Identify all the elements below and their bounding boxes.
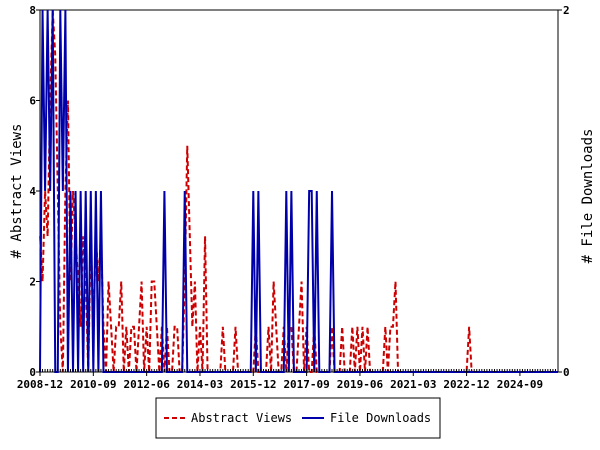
x-axis-ticks: 2008-12 2010-09 2012-06 2014-03 2015-12 2017-… (17, 369, 559, 391)
x-tick-label: 2010-09 (70, 378, 116, 391)
y-left-tick-label: 2 (29, 276, 36, 289)
legend: Abstract Views File Downloads (155, 397, 441, 439)
y-right-tick-label: 0 (563, 366, 570, 379)
x-tick-label: 2008-12 (17, 378, 63, 391)
y-right-axis-ticks: 02 (558, 4, 570, 379)
y-right-tick-label: 2 (563, 4, 570, 17)
x-tick-label: 2021-03 (390, 378, 436, 391)
y-right-axis-title: # File Downloads (580, 129, 596, 264)
legend-label-abstract-views: Abstract Views (191, 411, 292, 425)
x-tick-label: 2017-09 (283, 378, 329, 391)
x-tick-label: 2014-03 (177, 378, 223, 391)
x-tick-label: 2015-12 (230, 378, 276, 391)
x-tick-label: 2022-12 (443, 378, 489, 391)
y-left-axis-ticks: 0 2 4 6 8 (29, 4, 40, 379)
y-left-tick-label: 8 (29, 4, 36, 17)
x-tick-label: 2012-06 (123, 378, 170, 391)
legend-box (155, 397, 441, 439)
y-left-tick-label: 6 (29, 95, 36, 108)
plot-area: 2008-12 2010-09 2012-06 2014-03 2015-12 2017-… (17, 4, 570, 391)
y-left-tick-label: 0 (29, 366, 36, 379)
x-tick-label: 2024-09 (497, 378, 543, 391)
y-left-axis-title: # Abstract Views (9, 124, 25, 259)
y-left-tick-label: 4 (29, 185, 36, 198)
legend-label-file-downloads: File Downloads (330, 411, 431, 425)
plot-frame (39, 9, 559, 373)
x-tick-label: 2019-06 (337, 378, 384, 391)
